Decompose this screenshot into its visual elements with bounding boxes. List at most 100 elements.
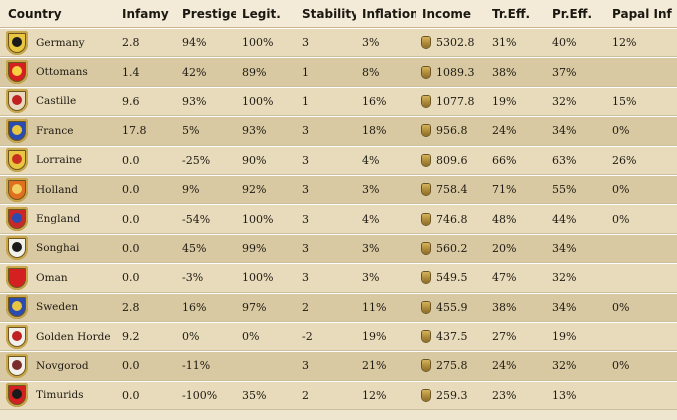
table-row[interactable]: France 17.8 5% 93% 3 18% 956.8 24% 34% 0% [0, 116, 677, 146]
country-flag-shield-icon[interactable] [6, 118, 28, 143]
country-flag-shield-icon[interactable] [6, 207, 28, 232]
prestige-cell: -54% [182, 212, 211, 226]
country-name: Germany [36, 36, 85, 49]
table-row[interactable]: Oman 0.0 -3% 100% 3 3% 549.5 47% 32% [0, 263, 677, 293]
country-cell[interactable]: Novgorod [0, 353, 116, 378]
production-efficiency-cell: 13% [552, 388, 577, 402]
infamy-cell: 0.0 [122, 271, 140, 285]
stability-cell: 2 [302, 300, 309, 314]
country-cell[interactable]: Timurids [0, 383, 116, 408]
country-flag-shield-icon[interactable] [6, 89, 28, 114]
table-row[interactable]: Golden Horde 9.2 0% 0% -2 19% 437.5 27% 19% [0, 321, 677, 352]
flag-emblem-icon [12, 66, 22, 77]
gold-coin-icon [422, 213, 430, 225]
country-flag-shield-icon[interactable] [6, 60, 28, 85]
table-row[interactable]: Timurids 0.0 -100% 35% 2 12% 259.3 23% 13% [0, 380, 677, 411]
header-prestige[interactable]: Prestige [182, 6, 236, 21]
inflation-cell: 3% [362, 36, 380, 50]
stability-cell: 3 [302, 153, 309, 167]
papal-influence-cell: 0% [612, 359, 630, 373]
country-name: Novgorod [36, 359, 89, 372]
production-efficiency-cell: 34% [552, 241, 577, 255]
table-row[interactable]: Songhai 0.0 45% 99% 3 3% 560.2 20% 34% [0, 233, 677, 264]
country-flag-shield-icon[interactable] [6, 324, 28, 349]
income-cell: 746.8 [416, 213, 486, 226]
flag-emblem-icon [12, 213, 22, 224]
flag-emblem-icon [12, 242, 22, 253]
stability-cell: 3 [302, 124, 309, 138]
country-flag-shield-icon[interactable] [6, 295, 28, 320]
papal-influence-cell: 0% [612, 212, 630, 226]
prestige-cell: 9% [182, 183, 200, 197]
papal-influence-cell: 15% [612, 94, 637, 108]
country-flag-shield-icon[interactable] [6, 236, 28, 261]
gold-coin-icon [422, 95, 430, 107]
legitimacy-cell: 100% [242, 271, 274, 285]
inflation-cell: 4% [362, 153, 380, 167]
gold-coin-icon [422, 360, 430, 372]
gold-coin-icon [422, 184, 430, 196]
country-cell[interactable]: Oman [0, 265, 116, 290]
prestige-cell: 5% [182, 124, 200, 138]
country-flag-shield-icon[interactable] [6, 383, 28, 408]
income-cell: 437.5 [416, 330, 486, 343]
inflation-cell: 8% [362, 65, 380, 79]
country-cell[interactable]: Sweden [0, 295, 116, 320]
infamy-cell: 0.0 [122, 183, 140, 197]
country-cell[interactable]: England [0, 207, 116, 232]
country-flag-shield-icon[interactable] [6, 148, 28, 173]
table-header: Country Infamy Prestige Legit. Stability… [0, 0, 677, 28]
country-cell[interactable]: France [0, 118, 116, 143]
header-papal-influence[interactable]: Papal Inf [612, 6, 672, 21]
production-efficiency-cell: 32% [552, 359, 577, 373]
table-row[interactable]: Sweden 2.8 16% 97% 2 11% 455.9 38% 34% 0% [0, 292, 677, 322]
table-row[interactable]: Novgorod 0.0 -11% 3 21% 275.8 24% 32% 0% [0, 351, 677, 381]
header-stability[interactable]: Stability [302, 6, 356, 21]
country-cell[interactable]: Ottomans [0, 60, 116, 85]
legitimacy-cell: 92% [242, 183, 267, 197]
country-cell[interactable]: Germany [0, 30, 116, 55]
income-value: 1077.8 [436, 94, 475, 108]
country-cell[interactable]: Holland [0, 177, 116, 202]
income-cell: 956.8 [416, 124, 486, 137]
income-cell: 1089.3 [416, 66, 486, 79]
country-flag-shield-icon[interactable] [6, 265, 28, 290]
country-flag-shield-icon[interactable] [6, 353, 28, 378]
header-production-efficiency[interactable]: Pr.Eff. [552, 6, 593, 21]
flag-emblem-icon [12, 271, 22, 282]
country-name: Holland [36, 183, 78, 196]
country-cell[interactable]: Golden Horde [0, 324, 116, 349]
income-value: 437.5 [436, 330, 468, 344]
legitimacy-cell: 90% [242, 153, 267, 167]
table-row[interactable]: Germany 2.8 94% 100% 3 3% 5302.8 31% 40% 12% [0, 28, 677, 58]
legitimacy-cell: 35% [242, 388, 267, 402]
country-name: Lorraine [36, 154, 82, 167]
production-efficiency-cell: 34% [552, 300, 577, 314]
table-row[interactable]: Holland 0.0 9% 92% 3 3% 758.4 71% 55% 0% [0, 174, 677, 205]
table-row[interactable]: Ottomans 1.4 42% 89% 1 8% 1089.3 38% 37% [0, 57, 677, 87]
legitimacy-cell: 99% [242, 241, 267, 255]
papal-influence-cell: 12% [612, 36, 637, 50]
country-flag-shield-icon[interactable] [6, 177, 28, 202]
trade-efficiency-cell: 27% [492, 330, 517, 344]
country-flag-shield-icon[interactable] [6, 30, 28, 55]
header-infamy[interactable]: Infamy [122, 6, 169, 21]
header-income[interactable]: Income [422, 6, 472, 21]
income-value: 455.9 [436, 300, 468, 314]
header-trade-efficiency[interactable]: Tr.Eff. [492, 6, 531, 21]
header-legitimacy[interactable]: Legit. [242, 6, 281, 21]
income-value: 275.8 [436, 359, 468, 373]
production-efficiency-cell: 40% [552, 36, 577, 50]
table-row[interactable]: Castille 9.6 93% 100% 1 16% 1077.8 19% 32% 15% [0, 86, 677, 117]
stability-cell: 1 [302, 94, 309, 108]
country-cell[interactable]: Songhai [0, 236, 116, 261]
country-name: Ottomans [36, 66, 88, 79]
header-inflation[interactable]: Inflation [362, 6, 416, 21]
table-row[interactable]: Lorraine 0.0 -25% 90% 3 4% 809.6 66% 63% 26% [0, 145, 677, 175]
legitimacy-cell: 97% [242, 300, 267, 314]
country-cell[interactable]: Lorraine [0, 148, 116, 173]
table-row[interactable]: England 0.0 -54% 100% 3 4% 746.8 48% 44% 0% [0, 204, 677, 234]
header-country[interactable]: Country [8, 6, 62, 21]
country-cell[interactable]: Castille [0, 89, 116, 114]
stability-cell: 3 [302, 241, 309, 255]
